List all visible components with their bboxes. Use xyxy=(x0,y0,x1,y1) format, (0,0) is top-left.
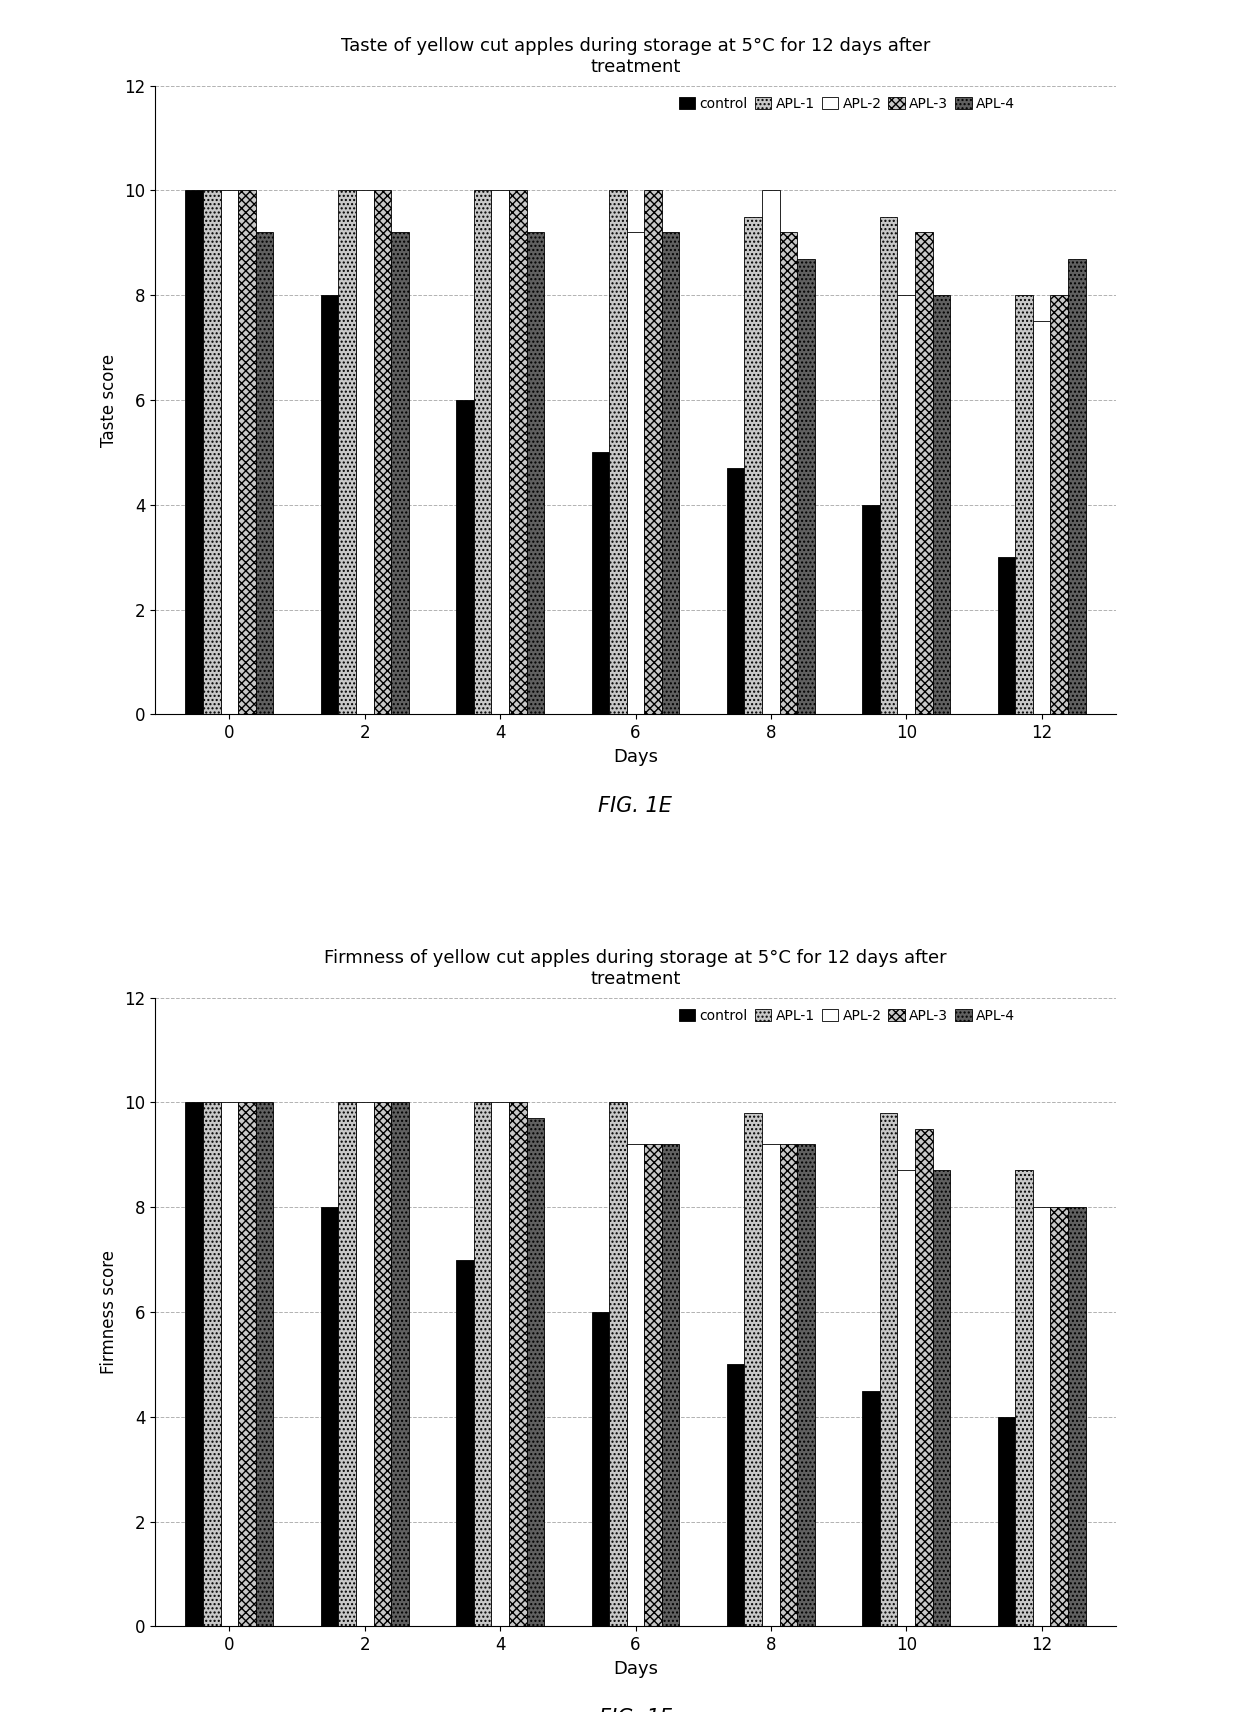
Bar xyxy=(727,467,744,714)
Bar xyxy=(915,233,932,714)
Title: Taste of yellow cut apples during storage at 5°C for 12 days after
treatment: Taste of yellow cut apples during storag… xyxy=(341,38,930,75)
Bar xyxy=(626,233,645,714)
Bar xyxy=(456,1260,474,1626)
Bar xyxy=(203,1103,221,1626)
Bar xyxy=(373,1103,391,1626)
Bar xyxy=(221,1103,238,1626)
Bar xyxy=(862,505,880,714)
Bar xyxy=(491,1103,508,1626)
Text: FIG. 1E: FIG. 1E xyxy=(599,796,672,817)
Legend: control, APL-1, APL-2, APL-3, APL-4: control, APL-1, APL-2, APL-3, APL-4 xyxy=(675,1005,1019,1027)
Bar xyxy=(626,1144,645,1626)
Bar xyxy=(373,190,391,714)
Bar xyxy=(255,233,274,714)
Bar xyxy=(1068,259,1085,714)
Bar xyxy=(662,233,680,714)
Bar xyxy=(591,1311,609,1626)
Bar xyxy=(898,1171,915,1626)
Bar xyxy=(339,190,356,714)
Bar xyxy=(1033,1207,1050,1626)
Bar xyxy=(880,1113,898,1626)
X-axis label: Days: Days xyxy=(613,1659,658,1678)
Bar xyxy=(321,294,339,714)
Y-axis label: Taste score: Taste score xyxy=(100,353,119,447)
Bar xyxy=(780,233,797,714)
Bar xyxy=(221,190,238,714)
Bar xyxy=(1033,322,1050,714)
Y-axis label: Firmness score: Firmness score xyxy=(100,1250,119,1375)
Title: Firmness of yellow cut apples during storage at 5°C for 12 days after
treatment: Firmness of yellow cut apples during sto… xyxy=(324,948,947,988)
Bar xyxy=(797,259,815,714)
Bar xyxy=(238,190,255,714)
Bar xyxy=(203,190,221,714)
Bar xyxy=(321,1207,339,1626)
Bar xyxy=(645,1144,662,1626)
Bar xyxy=(797,1144,815,1626)
Bar xyxy=(1050,1207,1068,1626)
Bar xyxy=(508,190,527,714)
Bar xyxy=(356,1103,373,1626)
Bar xyxy=(1016,294,1033,714)
Bar xyxy=(1050,294,1068,714)
Bar xyxy=(744,1113,763,1626)
Bar xyxy=(662,1144,680,1626)
Bar xyxy=(609,1103,626,1626)
Bar xyxy=(391,1103,409,1626)
Bar xyxy=(780,1144,797,1626)
Bar xyxy=(898,294,915,714)
Bar xyxy=(255,1103,274,1626)
Bar xyxy=(391,233,409,714)
Text: FIG. 1F: FIG. 1F xyxy=(599,1709,672,1712)
Bar xyxy=(763,190,780,714)
Bar xyxy=(474,1103,491,1626)
Bar xyxy=(763,1144,780,1626)
Bar xyxy=(508,1103,527,1626)
Bar xyxy=(456,401,474,714)
Bar xyxy=(997,558,1016,714)
Legend: control, APL-1, APL-2, APL-3, APL-4: control, APL-1, APL-2, APL-3, APL-4 xyxy=(675,92,1019,115)
Bar xyxy=(1016,1171,1033,1626)
Bar xyxy=(186,1103,203,1626)
Bar xyxy=(932,294,950,714)
Bar xyxy=(997,1418,1016,1626)
Bar xyxy=(527,233,544,714)
Bar xyxy=(645,190,662,714)
Bar xyxy=(915,1128,932,1626)
Bar xyxy=(932,1171,950,1626)
Bar xyxy=(474,190,491,714)
Bar xyxy=(609,190,626,714)
Bar xyxy=(727,1364,744,1626)
Bar xyxy=(356,190,373,714)
Bar xyxy=(238,1103,255,1626)
Bar xyxy=(880,217,898,714)
Bar xyxy=(1068,1207,1085,1626)
Bar xyxy=(591,452,609,714)
Bar xyxy=(339,1103,356,1626)
Bar xyxy=(862,1390,880,1626)
Bar xyxy=(186,190,203,714)
Bar xyxy=(527,1118,544,1626)
Bar xyxy=(744,217,763,714)
Bar xyxy=(491,190,508,714)
X-axis label: Days: Days xyxy=(613,748,658,765)
